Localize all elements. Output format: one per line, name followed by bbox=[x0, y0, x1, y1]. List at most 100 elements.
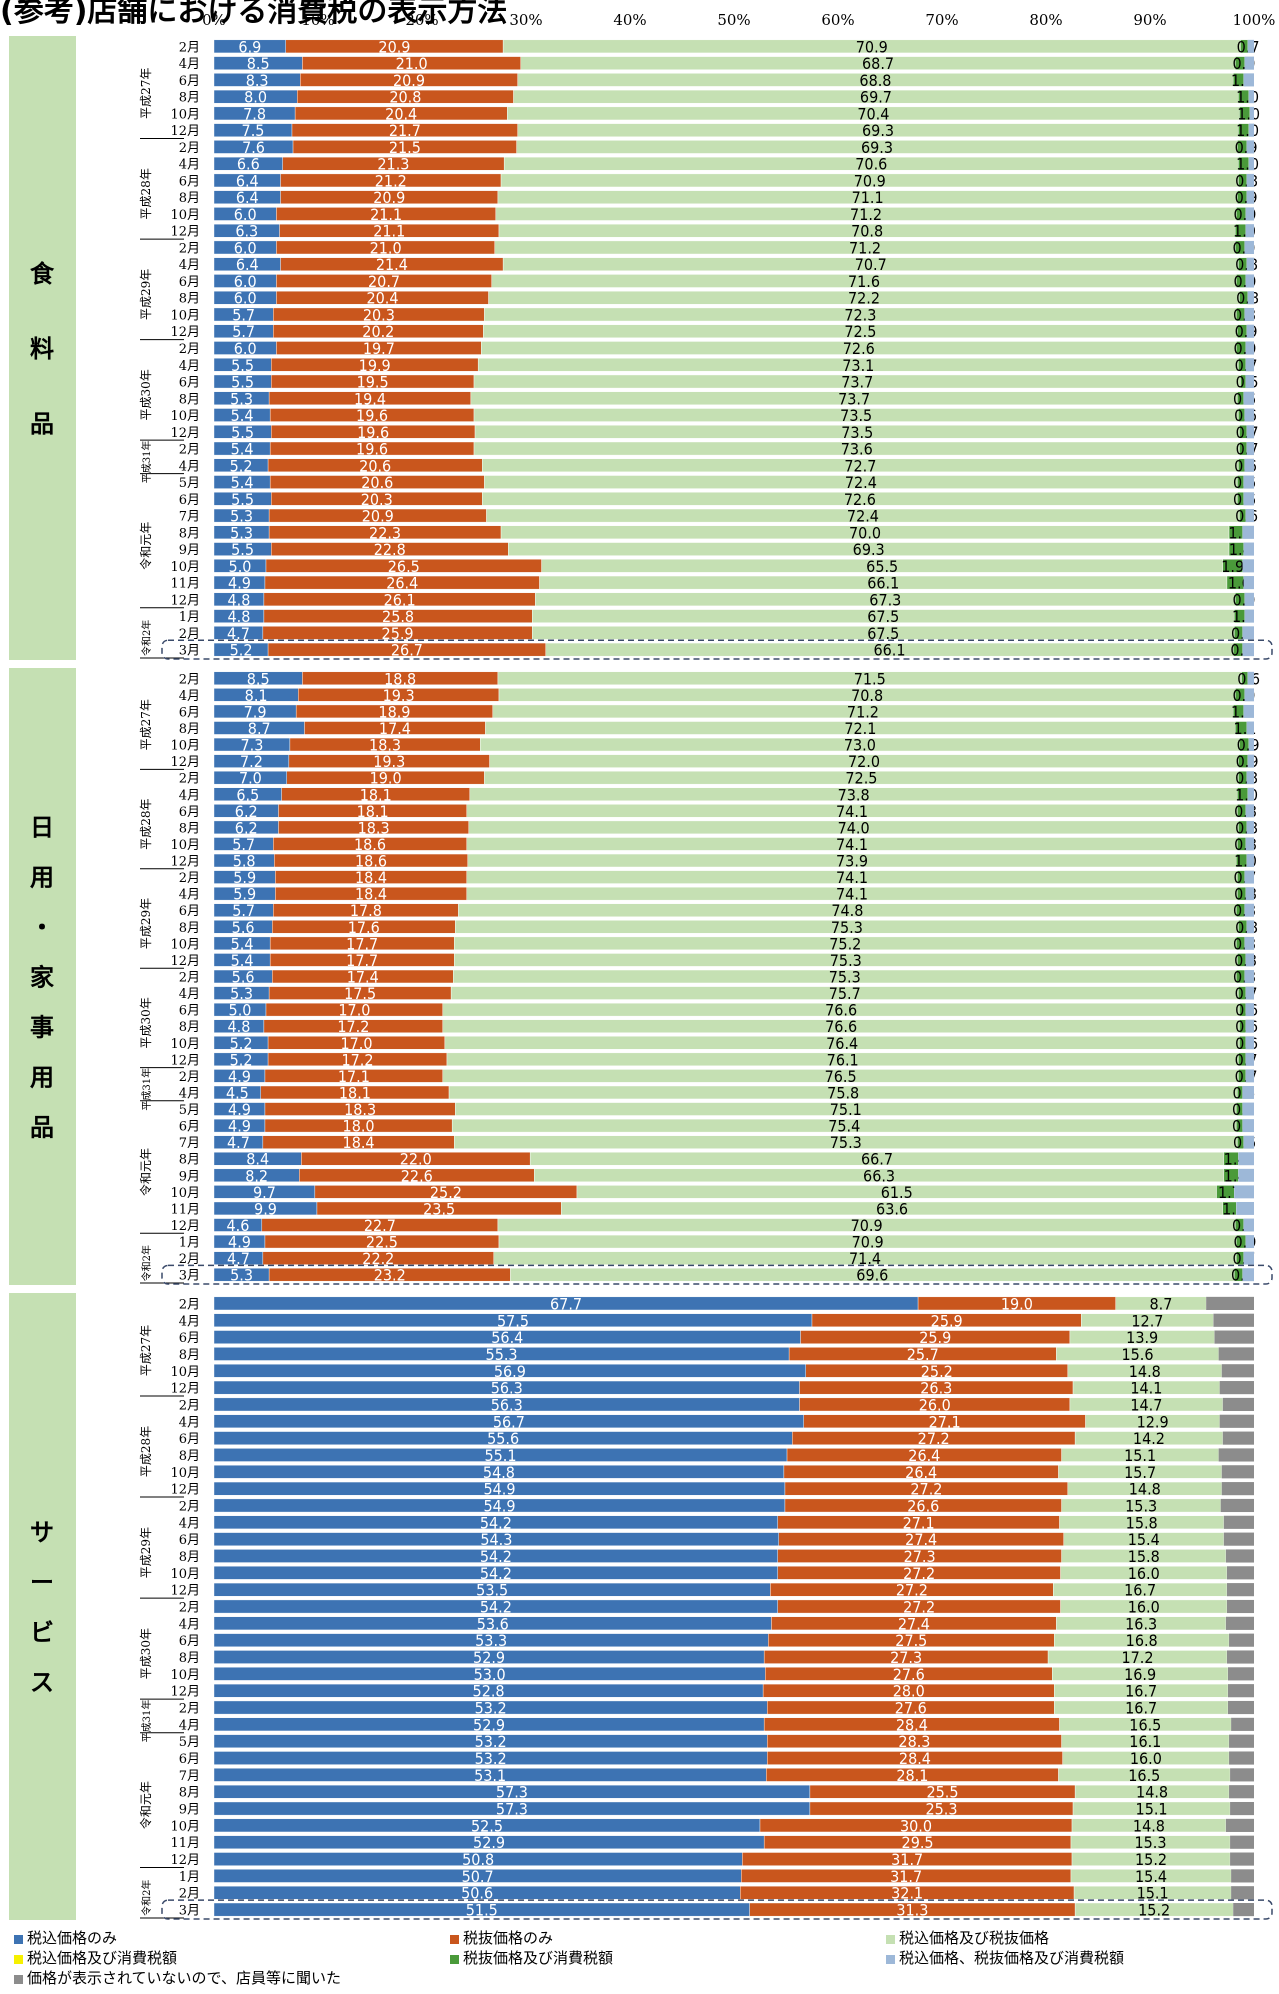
data-label: 69.7 bbox=[860, 88, 892, 107]
month-label: 2月 bbox=[179, 1297, 200, 1312]
month-label: 5月 bbox=[179, 1103, 200, 1118]
month-label: 6月 bbox=[179, 1533, 200, 1548]
bar-segment-other bbox=[1226, 1566, 1254, 1580]
bar-segment-other bbox=[1218, 1448, 1254, 1462]
data-label: 5.0 bbox=[229, 1001, 252, 1020]
latest-month-highlight bbox=[161, 639, 1273, 660]
data-label: 32.1 bbox=[891, 1884, 923, 1903]
data-label: 4.9 bbox=[228, 574, 251, 593]
data-label: 54.2 bbox=[480, 1564, 512, 1583]
bar-segment-other bbox=[1246, 854, 1254, 867]
data-label: 26.4 bbox=[908, 1446, 940, 1465]
legend-swatch bbox=[14, 1974, 23, 1984]
bar-segment bbox=[1054, 1633, 1230, 1647]
data-label: 56.9 bbox=[494, 1362, 526, 1381]
data-label: 54.2 bbox=[480, 1598, 512, 1617]
data-label: 18.1 bbox=[357, 802, 389, 821]
data-label: 7.2 bbox=[240, 752, 263, 771]
bar-segment-other bbox=[1246, 140, 1254, 154]
data-label: 6.5 bbox=[236, 785, 259, 804]
data-label: 5.9 bbox=[233, 868, 256, 887]
data-label: 73.7 bbox=[838, 389, 870, 408]
data-label: 25.7 bbox=[907, 1345, 939, 1364]
bar-segment-other bbox=[1244, 458, 1254, 472]
bar-segment-other bbox=[1219, 1381, 1254, 1395]
x-tick-label: 40% bbox=[613, 11, 646, 29]
bar-segment-other bbox=[1243, 1135, 1254, 1149]
bar-segment-other bbox=[1229, 1734, 1254, 1748]
bar-segment-other bbox=[1226, 1583, 1254, 1597]
data-label: 4.7 bbox=[227, 1249, 250, 1268]
data-label: 20.9 bbox=[393, 71, 425, 90]
month-label: 6月 bbox=[179, 74, 200, 89]
bar-segment-other bbox=[1243, 391, 1254, 405]
legend-label: 税込価格及び税抜価格 bbox=[899, 1929, 1050, 1947]
data-label: 66.1 bbox=[867, 574, 899, 593]
month-label: 10月 bbox=[170, 1037, 200, 1052]
bar-segment-other bbox=[1229, 1751, 1254, 1765]
bar-segment bbox=[1236, 1102, 1243, 1116]
bar-segment-other bbox=[1245, 207, 1254, 221]
data-label: 5.2 bbox=[230, 641, 253, 660]
data-label: 28.0 bbox=[893, 1682, 925, 1701]
data-label: 52.9 bbox=[473, 1648, 505, 1667]
month-label: 9月 bbox=[179, 1169, 200, 1184]
month-label: 4月 bbox=[179, 459, 200, 474]
data-label: 20.9 bbox=[373, 188, 405, 207]
data-label: 72.4 bbox=[847, 507, 879, 526]
data-label: 66.7 bbox=[861, 1150, 893, 1169]
bar-segment bbox=[1236, 274, 1246, 288]
bar-segment-other bbox=[1247, 754, 1254, 768]
data-label: 72.2 bbox=[848, 289, 880, 308]
data-label: 69.3 bbox=[862, 121, 894, 140]
data-label: 5.4 bbox=[231, 406, 254, 425]
bar-segment-other bbox=[1245, 341, 1254, 355]
data-label: 5.5 bbox=[231, 356, 254, 375]
data-label: 16.5 bbox=[1129, 1715, 1161, 1734]
chart-title: (参考)店舗における消費税の表示方法 bbox=[0, 0, 508, 29]
data-label: 15.2 bbox=[1135, 1850, 1167, 1869]
year-group-label: 平成30年 bbox=[139, 997, 153, 1048]
month-label: 6月 bbox=[179, 904, 200, 919]
data-label: 76.6 bbox=[825, 1001, 857, 1020]
data-label: 28.4 bbox=[896, 1715, 928, 1734]
month-label: 6月 bbox=[179, 805, 200, 820]
data-label: 54.3 bbox=[480, 1530, 512, 1549]
month-label: 8月 bbox=[179, 921, 200, 936]
data-label: 74.1 bbox=[836, 835, 868, 854]
bar-segment-other bbox=[1231, 1869, 1254, 1883]
bar-segment bbox=[1061, 1549, 1227, 1563]
year-group-label: 令和2年 bbox=[140, 1880, 153, 1916]
bar-segment-other bbox=[1225, 1616, 1254, 1630]
month-label: 10月 bbox=[170, 560, 200, 575]
data-label: 20.9 bbox=[362, 507, 394, 526]
legend-label: 税抜価格及び消費税額 bbox=[463, 1949, 614, 1967]
month-label: 3月 bbox=[179, 1269, 200, 1284]
data-label: 22.5 bbox=[366, 1233, 398, 1252]
month-label: 2月 bbox=[179, 672, 200, 687]
bar-segment bbox=[1239, 737, 1249, 752]
month-label: 8月 bbox=[179, 526, 200, 541]
data-label: 27.2 bbox=[896, 1581, 928, 1600]
data-label: 25.2 bbox=[921, 1362, 953, 1381]
data-label: 18.0 bbox=[343, 1117, 375, 1136]
bar-segment-other bbox=[1242, 643, 1254, 657]
data-label: 63.6 bbox=[876, 1199, 908, 1218]
data-label: 50.7 bbox=[462, 1867, 494, 1886]
year-group-label: 平成28年 bbox=[139, 1426, 153, 1477]
panel-label-box bbox=[9, 36, 76, 660]
bar-segment-other bbox=[1243, 576, 1254, 590]
data-label: 5.7 bbox=[232, 322, 255, 341]
data-label: 15.8 bbox=[1128, 1547, 1160, 1566]
data-label: 73.1 bbox=[842, 356, 874, 375]
bar-segment bbox=[1234, 1268, 1243, 1282]
data-label: 55.1 bbox=[484, 1446, 516, 1465]
month-label: 7月 bbox=[179, 1136, 200, 1151]
month-label: 2月 bbox=[179, 1070, 200, 1085]
data-label: 5.4 bbox=[231, 934, 254, 953]
data-label: 56.3 bbox=[491, 1395, 523, 1414]
data-label: 70.7 bbox=[855, 255, 887, 274]
data-label: 16.7 bbox=[1125, 1682, 1157, 1701]
bar-segment-other bbox=[1243, 704, 1254, 718]
data-label: 25.9 bbox=[919, 1328, 951, 1347]
